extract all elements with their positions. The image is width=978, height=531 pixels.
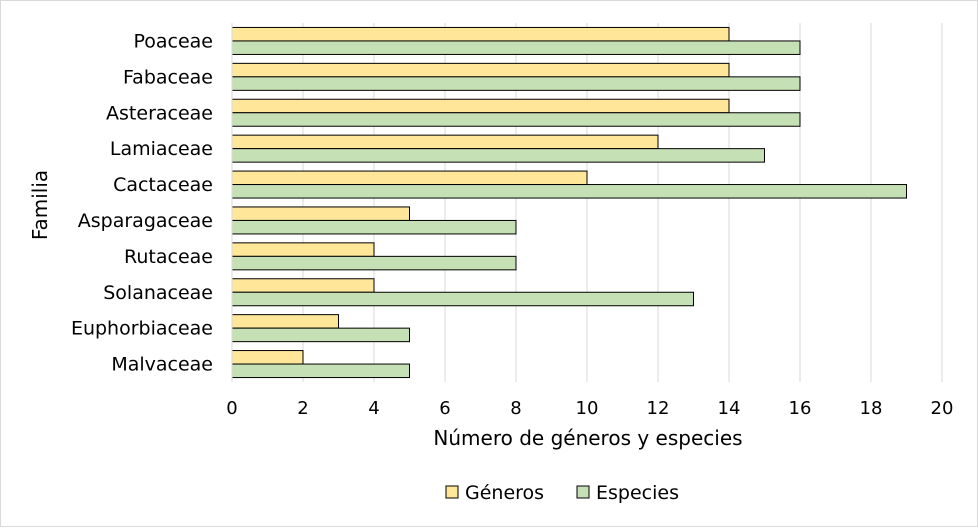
bar-generos-asparagaceae [231, 206, 410, 221]
bar-especies-lamiaceae [231, 148, 765, 163]
legend-label-generos: Géneros [465, 482, 544, 504]
x-tick-label: 2 [297, 398, 308, 419]
category-label: Asteraceae [106, 102, 213, 124]
bar-generos-lamiaceae [231, 134, 659, 150]
category-label: Euphorbiaceae [71, 318, 213, 340]
category-labels: Poaceae Fabaceae Asteraceae Lamiaceae Cactac… [71, 30, 213, 375]
bar-generos-cactaceae [231, 170, 588, 186]
category-label: Rutaceae [124, 246, 213, 268]
bar-especies-solanaceae [231, 291, 694, 307]
bar-especies-malvaceae [231, 363, 410, 379]
bar-especies-asparagaceae [231, 219, 517, 235]
bar-generos-rutaceae [231, 242, 375, 257]
bar-especies-euphorbiaceae [231, 327, 410, 343]
x-tick-label: 0 [226, 398, 237, 419]
x-tick-label: 12 [647, 398, 670, 419]
bar-especies-cactaceae [231, 184, 907, 199]
x-tick-label: 18 [860, 398, 883, 419]
category-label: Lamiaceae [110, 138, 213, 160]
x-tick-label: 10 [576, 398, 599, 419]
x-tick-label: 4 [368, 398, 379, 419]
legend-swatch-especies [576, 485, 590, 499]
x-axis-title: Número de géneros y especies [433, 426, 742, 450]
category-label: Fabaceae [123, 66, 213, 88]
bar-especies-rutaceae [231, 255, 517, 271]
category-label: Asparagaceae [78, 210, 213, 232]
category-label: Cactaceae [113, 174, 213, 196]
bar-generos-poaceae [231, 26, 730, 42]
x-tick-labels: 0 2 4 6 8 10 12 14 16 18 20 [226, 398, 953, 419]
bar-generos-fabaceae [231, 62, 730, 78]
x-tick-label: 6 [439, 398, 450, 419]
x-tick-label: 20 [931, 398, 954, 419]
x-tick-label: 16 [789, 398, 812, 419]
bar-especies-poaceae [231, 40, 801, 55]
x-tick-label: 8 [510, 398, 521, 419]
bar-generos-solanaceae [231, 278, 375, 293]
category-label: Malvaceae [111, 354, 213, 376]
x-tick-label: 14 [718, 398, 741, 419]
bar-especies-fabaceae [231, 76, 801, 91]
category-label: Poaceae [133, 30, 213, 52]
legend: Géneros Especies [445, 482, 679, 504]
bar-generos-euphorbiaceae [231, 314, 339, 329]
legend-swatch-generos [445, 485, 459, 499]
category-label: Solanaceae [103, 282, 213, 304]
bar-generos-malvaceae [231, 350, 304, 365]
legend-label-especies: Especies [596, 482, 679, 504]
bars [231, 26, 907, 379]
bar-generos-asteraceae [231, 98, 730, 114]
y-axis-title: Familia [28, 170, 52, 240]
bar-especies-asteraceae [231, 112, 801, 127]
